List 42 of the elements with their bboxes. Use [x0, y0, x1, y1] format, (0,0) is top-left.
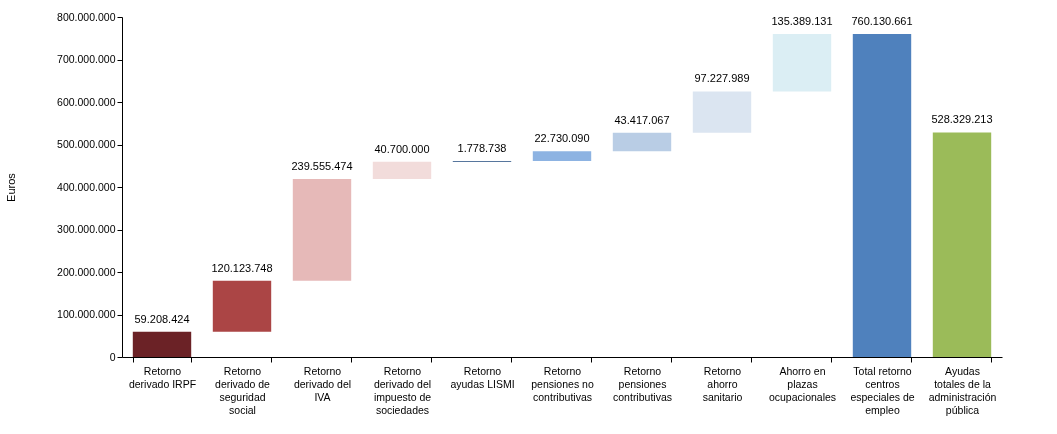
- data-label: 120.123.748: [211, 261, 273, 274]
- data-label: 528.329.213: [931, 113, 993, 126]
- y-tick-label: 700.000.000: [57, 53, 116, 65]
- data-label: 97.227.989: [694, 72, 750, 85]
- x-tick-label: Retorno derivado IRPF: [128, 364, 197, 390]
- bar: [932, 132, 992, 357]
- data-label: 1.778.738: [457, 141, 507, 154]
- bar: [612, 132, 672, 152]
- x-tick-label: Retorno pensiones no contributivas: [531, 364, 594, 403]
- data-label: 59.208.424: [134, 312, 190, 325]
- y-tick-label: 400.000.000: [57, 180, 116, 193]
- data-label: 760.130.661: [851, 14, 913, 27]
- bar: [372, 161, 432, 179]
- x-tick-label: Retorno ahorro sanitario: [702, 364, 743, 403]
- y-tick-label: 200.000.000: [57, 265, 116, 278]
- bar: [692, 91, 752, 133]
- data-label: 43.417.067: [614, 113, 670, 126]
- y-tick-label: 100.000.000: [57, 308, 116, 320]
- bar: [772, 33, 832, 92]
- bar: [212, 280, 272, 332]
- x-tick-label: Retorno derivado de seguridad social: [215, 364, 271, 416]
- x-tick-label: Retorno pensiones contributivas: [613, 364, 672, 403]
- y-tick-label: 600.000.000: [57, 95, 116, 108]
- x-tick-label: Retorno derivado del impuesto de sociedades: [373, 364, 432, 416]
- bar: [852, 33, 912, 357]
- x-tick-label: Ahorro en plazas ocupacionales: [768, 364, 837, 403]
- y-tick-label: 500.000.000: [57, 138, 116, 150]
- bar: [292, 178, 352, 281]
- x-tick-label: Retorno derivado del IVA: [293, 364, 352, 403]
- y-tick-label: 800.000.000: [57, 10, 116, 23]
- data-label: 135.389.131: [771, 14, 833, 27]
- y-axis-title: Euros: [5, 172, 18, 202]
- x-tick-label: Ayudas totales de la administración pública: [928, 364, 997, 416]
- bar: [132, 331, 192, 357]
- x-tick-label: Retorno ayudas LISMI: [450, 364, 515, 390]
- x-tick-label: Total retorno centros especiales de empleo: [850, 364, 915, 416]
- data-label: 239.555.474: [291, 159, 353, 172]
- data-label: 40.700.000: [374, 142, 430, 155]
- data-label: 22.730.090: [534, 132, 590, 145]
- bar: [532, 151, 592, 161]
- y-tick-label: 0: [109, 350, 116, 363]
- y-tick-label: 300.000.000: [57, 223, 116, 235]
